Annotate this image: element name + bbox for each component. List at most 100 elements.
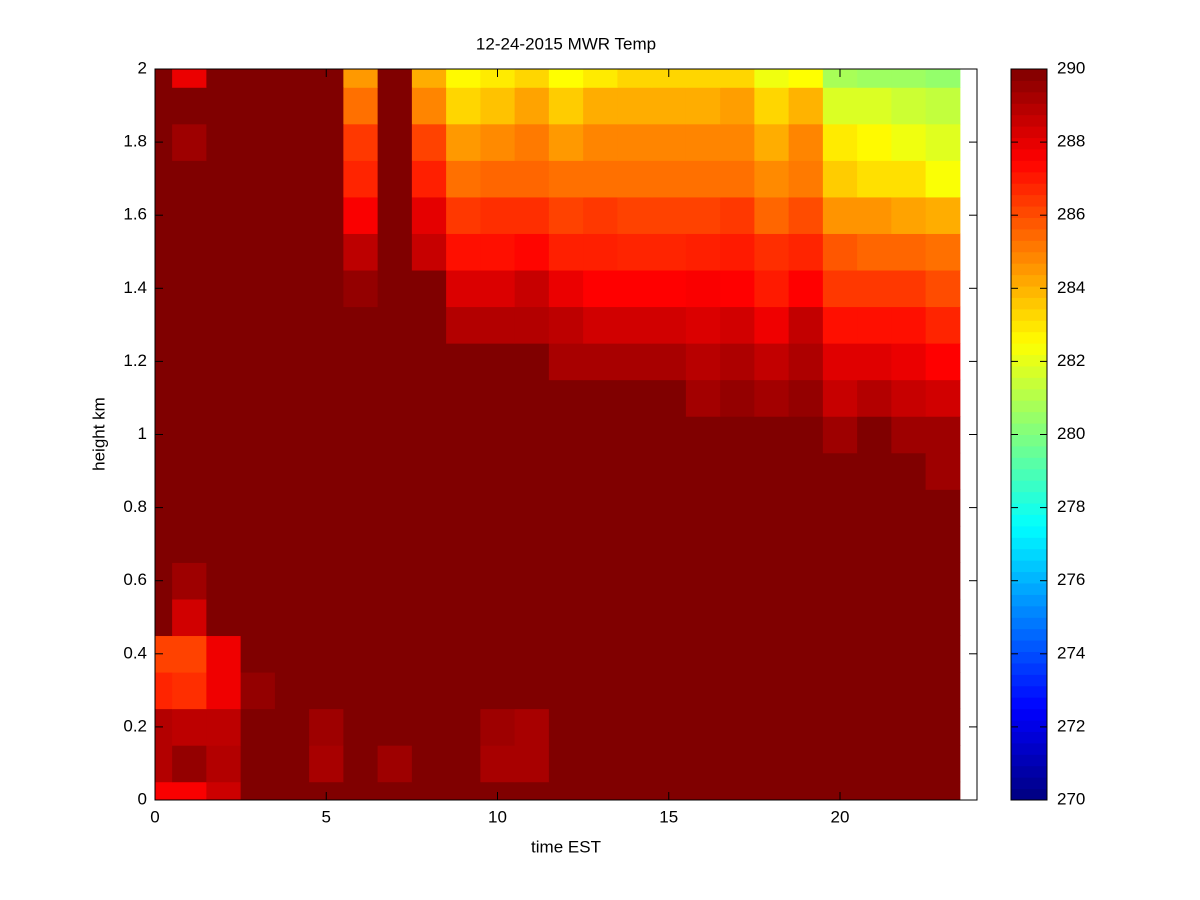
heatmap-cell	[925, 69, 961, 88]
heatmap-cell	[480, 233, 516, 271]
colorbar-swatch	[1011, 605, 1047, 618]
heatmap-cell	[617, 270, 653, 308]
heatmap-cell	[857, 635, 892, 673]
heatmap-cell	[155, 452, 173, 490]
heatmap-cell	[925, 489, 961, 527]
heatmap-cell	[891, 489, 927, 527]
heatmap-cell	[377, 160, 413, 198]
heatmap-cell	[155, 745, 173, 783]
colorbar-swatch	[1011, 217, 1047, 230]
heatmap-cell	[274, 781, 310, 801]
heatmap-cell	[651, 598, 687, 637]
heatmap-cell	[206, 69, 242, 88]
colorbar-swatch	[1011, 423, 1047, 435]
heatmap-cell	[155, 562, 173, 600]
heatmap-cell	[343, 489, 379, 527]
heatmap-cell	[891, 123, 927, 161]
heatmap-cell	[548, 745, 584, 783]
heatmap-cell	[891, 306, 927, 344]
heatmap-cell	[651, 233, 687, 271]
heatmap-cell	[309, 306, 344, 344]
heatmap-cells	[155, 69, 961, 801]
heatmap-cell	[891, 452, 927, 490]
heatmap-cell	[411, 160, 447, 198]
heatmap-cell	[822, 379, 858, 417]
colorbar-swatch	[1011, 468, 1047, 481]
heatmap-cell	[377, 672, 413, 710]
heatmap-cell	[411, 452, 447, 490]
heatmap-cell	[583, 416, 618, 454]
heatmap-cell	[155, 379, 173, 417]
colorbar-swatch	[1011, 160, 1047, 173]
colorbar-swatch	[1011, 343, 1047, 356]
heatmap-cell	[754, 343, 790, 381]
heatmap-cell	[583, 123, 618, 161]
heatmap-cell	[651, 635, 687, 673]
heatmap-cell	[514, 635, 550, 673]
heatmap-cell	[343, 452, 379, 490]
heatmap-cell	[548, 160, 584, 198]
heatmap-cell	[155, 708, 173, 746]
heatmap-cell	[411, 525, 447, 563]
heatmap-cell	[754, 708, 790, 746]
heatmap-cell	[343, 123, 379, 161]
heatmap-cell	[206, 87, 242, 125]
heatmap-cell	[206, 489, 242, 527]
heatmap-cell	[685, 672, 721, 710]
colorbar-swatch	[1011, 137, 1047, 150]
heatmap-cell	[822, 160, 858, 198]
heatmap-cell	[754, 562, 790, 600]
heatmap-cell	[822, 525, 858, 563]
heatmap-cell	[583, 379, 618, 417]
heatmap-cell	[274, 452, 310, 490]
colorbar-swatch	[1011, 742, 1047, 755]
heatmap-cell	[925, 635, 961, 673]
heatmap-cell	[754, 745, 790, 783]
heatmap-cell	[343, 160, 379, 198]
heatmap-cell	[720, 635, 755, 673]
heatmap-cell	[720, 708, 755, 746]
heatmap-cell	[172, 416, 207, 454]
heatmap-cell	[377, 123, 413, 161]
y-tick-label: 0	[138, 789, 147, 808]
heatmap-cell	[514, 233, 550, 271]
heatmap-cell	[548, 87, 584, 125]
colorbar-tick-label: 276	[1057, 570, 1085, 589]
heatmap-cell	[857, 416, 892, 454]
heatmap-cell	[446, 69, 481, 88]
heatmap-cell	[822, 69, 858, 88]
colorbar-swatch	[1011, 103, 1047, 116]
heatmap-cell	[617, 233, 653, 271]
heatmap-cell	[617, 745, 653, 783]
heatmap-cell	[822, 196, 858, 234]
heatmap-cell	[720, 598, 755, 637]
heatmap-cell	[822, 781, 858, 801]
heatmap-cell	[617, 598, 653, 637]
heatmap-cell	[172, 123, 207, 161]
colorbar-swatch	[1011, 617, 1047, 630]
heatmap-cell	[720, 672, 755, 710]
heatmap-cell	[377, 525, 413, 563]
heatmap-cell	[411, 672, 447, 710]
heatmap-cell	[583, 745, 618, 783]
heatmap-cell	[583, 270, 618, 308]
heatmap-cell	[788, 672, 824, 710]
heatmap-cell	[685, 416, 721, 454]
heatmap-cell	[925, 672, 961, 710]
heatmap-cell	[720, 489, 755, 527]
colorbar-swatch	[1011, 765, 1047, 778]
heatmap-cell	[822, 87, 858, 125]
heatmap-cell	[155, 635, 173, 673]
heatmap-cell	[617, 379, 653, 417]
heatmap-cell	[822, 452, 858, 490]
heatmap-cell	[617, 306, 653, 344]
heatmap-cell	[172, 270, 207, 308]
heatmap-cell	[514, 416, 550, 454]
heatmap-cell	[377, 562, 413, 600]
heatmap-cell	[857, 708, 892, 746]
heatmap-cell	[274, 123, 310, 161]
heatmap-cell	[155, 160, 173, 198]
heatmap-cell	[240, 781, 276, 801]
heatmap-cell	[925, 745, 961, 783]
heatmap-cell	[514, 379, 550, 417]
